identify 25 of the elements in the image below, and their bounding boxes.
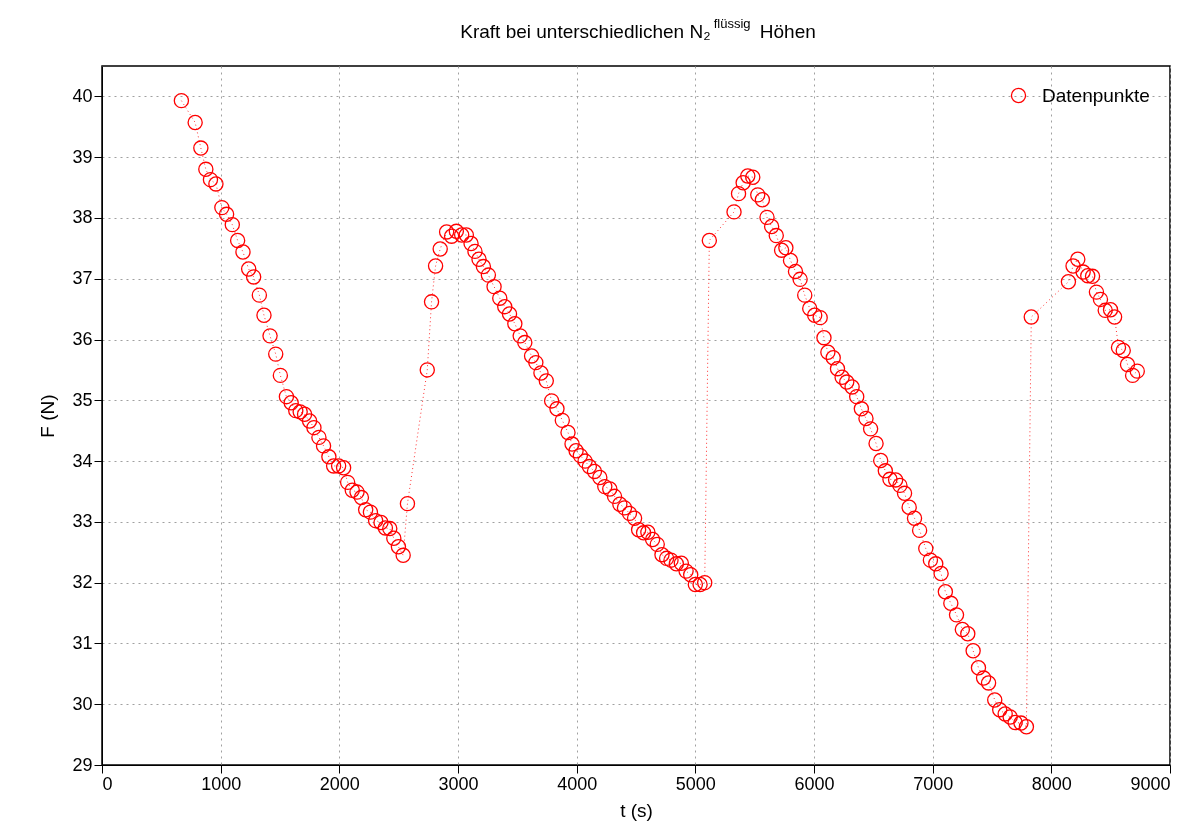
x-tick-label: 2000 bbox=[319, 773, 360, 794]
y-tick-label: 34 bbox=[72, 450, 93, 471]
y-tick-label: 35 bbox=[72, 389, 93, 410]
y-tick-label: 37 bbox=[72, 268, 93, 289]
y-tick-label: 30 bbox=[72, 693, 93, 714]
x-tick-label: 5000 bbox=[675, 773, 716, 794]
y-tick-label: 40 bbox=[72, 85, 93, 106]
x-tick-label: 4000 bbox=[557, 773, 598, 794]
x-tick-label: 6000 bbox=[794, 773, 835, 794]
x-axis-title: t (s) bbox=[620, 799, 653, 821]
y-axis-title: F (N) bbox=[37, 394, 59, 438]
y-tick-label: 39 bbox=[72, 146, 93, 167]
y-tick-label: 31 bbox=[72, 632, 93, 653]
y-tick-label: 33 bbox=[72, 511, 93, 532]
y-tick-label: 36 bbox=[72, 329, 93, 350]
x-tick-label: 8000 bbox=[1031, 773, 1072, 794]
x-tick-label: 3000 bbox=[438, 773, 479, 794]
x-tick-label: 9000 bbox=[1130, 773, 1171, 794]
y-tick-label: 38 bbox=[72, 207, 93, 228]
x-tick-label: 7000 bbox=[913, 773, 954, 794]
y-tick-label: 29 bbox=[72, 754, 93, 775]
x-tick-label: 1000 bbox=[201, 773, 242, 794]
legend-label: Datenpunkte bbox=[1042, 84, 1150, 106]
x-tick-label: 0 bbox=[102, 773, 113, 794]
y-tick-label: 32 bbox=[72, 572, 93, 593]
